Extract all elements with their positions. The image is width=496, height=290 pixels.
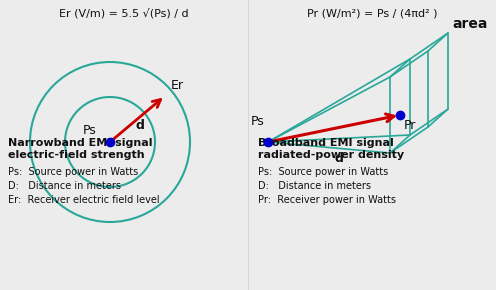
Text: D:   Distance in meters: D: Distance in meters (258, 181, 371, 191)
Text: d: d (135, 119, 144, 132)
Text: electric-field strength: electric-field strength (8, 150, 145, 160)
Text: radiated-power density: radiated-power density (258, 150, 404, 160)
Text: Pr: Pr (404, 119, 416, 132)
Text: Er: Er (171, 79, 184, 92)
Text: D:   Distance in meters: D: Distance in meters (8, 181, 121, 191)
Text: Pr (W/m²) = Ps / (4πd² ): Pr (W/m²) = Ps / (4πd² ) (307, 8, 437, 18)
Text: Er:  Receiver electric field level: Er: Receiver electric field level (8, 195, 160, 205)
Text: Ps:  Source power in Watts: Ps: Source power in Watts (8, 167, 138, 177)
Text: Narrowband EMI signal: Narrowband EMI signal (8, 138, 152, 148)
Text: area: area (452, 17, 488, 31)
Text: Ps: Ps (82, 124, 96, 137)
Text: Broadband EMI signal: Broadband EMI signal (258, 138, 394, 148)
Text: Ps:  Source power in Watts: Ps: Source power in Watts (258, 167, 388, 177)
Text: Pr:  Receiver power in Watts: Pr: Receiver power in Watts (258, 195, 396, 205)
Text: d: d (335, 152, 343, 165)
Text: Er (V/m) = 5.5 √(Ps) / d: Er (V/m) = 5.5 √(Ps) / d (59, 8, 189, 19)
Text: Ps: Ps (250, 115, 264, 128)
